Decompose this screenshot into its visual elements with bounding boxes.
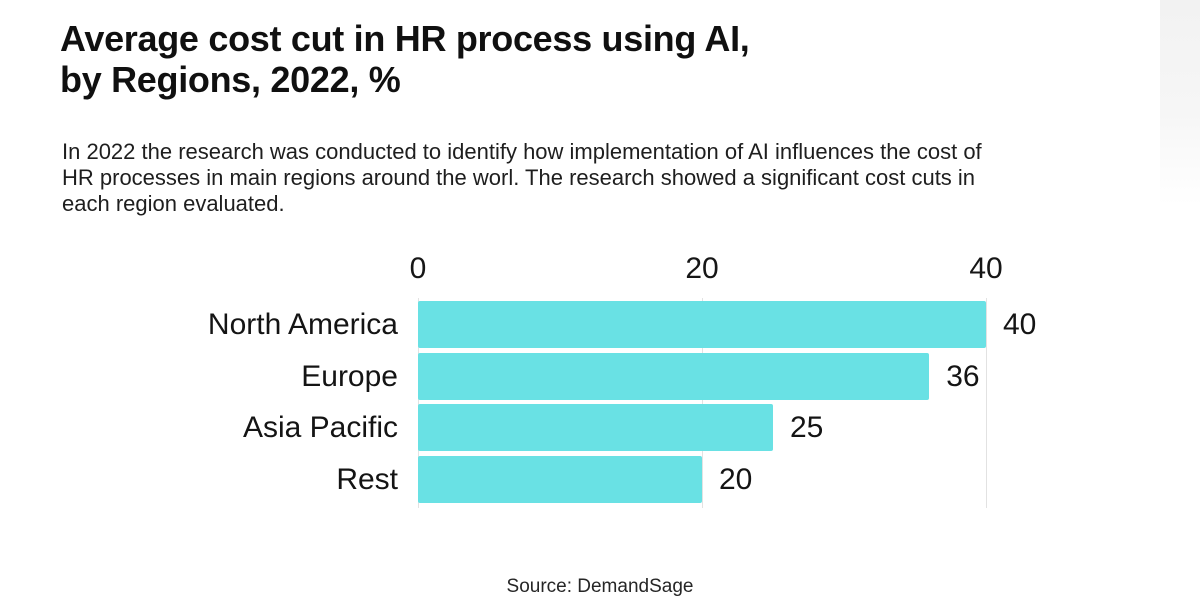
gridline-0: [418, 298, 419, 508]
category-label: Europe: [301, 359, 398, 393]
value-label: 20: [719, 462, 753, 496]
x-tick-label-0: 0: [409, 252, 427, 285]
subtitle-line-3: each region evaluated.: [62, 191, 285, 216]
x-tick-label-40: 40: [969, 252, 1003, 285]
chart-title-line-2: by Regions, 2022, %: [60, 59, 401, 100]
category-label: Rest: [336, 462, 398, 496]
category-label: Asia Pacific: [242, 411, 398, 444]
x-tick-label-20: 20: [685, 252, 719, 285]
bar-europe: [418, 352, 930, 400]
value-label: 40: [1003, 308, 1037, 341]
bar-north-america: [418, 301, 986, 348]
value-label: 36: [946, 359, 980, 393]
subtitle-line-1: In 2022 the research was conducted to id…: [62, 139, 982, 164]
chart-title: Average cost cut in HR process using AI,…: [60, 18, 750, 100]
chart-subtitle: In 2022 the research was conducted to id…: [62, 139, 982, 217]
subtitle-line-2: HR processes in main regions around the …: [62, 165, 976, 190]
value-label: 25: [790, 411, 824, 444]
bar-rest: [418, 455, 702, 503]
bar-asia-pacific: [418, 404, 773, 451]
gridline-20: [702, 298, 703, 508]
chart-title-line-1: Average cost cut in HR process using AI,: [60, 18, 750, 59]
source-caption: Source: DemandSage: [506, 576, 694, 597]
gridline-40: [986, 298, 987, 508]
category-label: North America: [207, 308, 398, 341]
